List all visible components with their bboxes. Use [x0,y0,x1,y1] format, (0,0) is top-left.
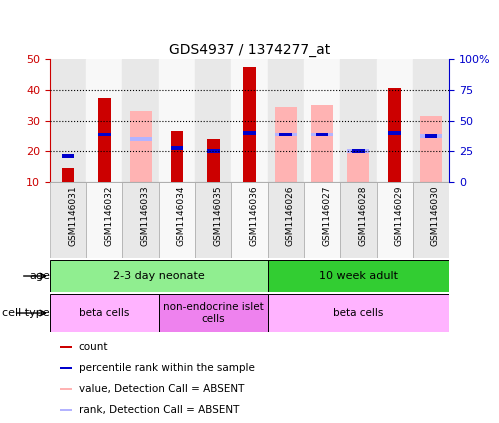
Bar [388,131,401,135]
Text: GSM1146032: GSM1146032 [104,186,113,246]
Bar [159,294,267,332]
Text: GSM1146026: GSM1146026 [286,186,295,246]
Bar [267,294,449,332]
Text: GSM1146036: GSM1146036 [250,186,258,246]
Text: rank, Detection Call = ABSENT: rank, Detection Call = ABSENT [78,405,239,415]
Bar [267,182,304,258]
Text: count: count [78,342,108,352]
Text: GSM1146034: GSM1146034 [177,186,186,246]
Bar [377,59,413,182]
Bar [195,182,232,258]
Bar [413,59,449,182]
Bar [62,168,74,182]
Text: GSM1146029: GSM1146029 [395,186,404,246]
Text: non-endocrine islet
cells: non-endocrine islet cells [163,302,263,324]
Bar [388,88,401,182]
Bar [207,149,220,153]
Bar [171,131,183,182]
Text: 10 week adult: 10 week adult [319,271,398,281]
Bar [171,146,183,150]
Bar [275,132,297,136]
Bar [60,409,72,411]
Bar [420,116,442,182]
Bar [50,59,86,182]
Bar [86,182,122,258]
Bar [340,59,377,182]
Text: beta cells: beta cells [79,308,130,318]
Text: GSM1146027: GSM1146027 [322,186,331,246]
Text: percentile rank within the sample: percentile rank within the sample [78,363,254,373]
Bar [195,59,232,182]
Bar [316,132,328,136]
Bar [425,134,437,138]
Text: age: age [29,271,50,281]
Text: cell type: cell type [2,308,50,318]
Bar [347,149,369,153]
Bar [377,182,413,258]
Bar [207,139,220,182]
Bar [159,182,195,258]
Bar [267,59,304,182]
Bar [60,346,72,348]
Bar [311,105,333,182]
Bar [304,59,340,182]
Bar [130,137,152,141]
Bar [304,182,340,258]
Bar [60,367,72,369]
Bar [340,182,377,258]
Bar [60,388,72,390]
Bar [98,98,111,182]
Bar [420,134,442,138]
Text: value, Detection Call = ABSENT: value, Detection Call = ABSENT [78,384,244,394]
Bar [232,59,267,182]
Text: GSM1146033: GSM1146033 [141,186,150,246]
Bar [122,182,159,258]
Bar [98,132,111,136]
Title: GDS4937 / 1374277_at: GDS4937 / 1374277_at [169,43,330,57]
Text: GSM1146031: GSM1146031 [68,186,77,246]
Bar [122,59,159,182]
Bar [243,131,256,135]
Bar [159,59,195,182]
Text: beta cells: beta cells [333,308,384,318]
Bar [413,182,449,258]
Text: GSM1146030: GSM1146030 [431,186,440,246]
Bar [352,149,365,153]
Bar [50,260,267,292]
Bar [50,182,86,258]
Bar [275,107,297,182]
Bar [279,132,292,136]
Bar [50,294,159,332]
Bar [232,182,267,258]
Bar [311,132,333,136]
Text: GSM1146028: GSM1146028 [358,186,367,246]
Bar [62,154,74,158]
Text: 2-3 day neonate: 2-3 day neonate [113,271,205,281]
Bar [243,67,256,182]
Bar [267,260,449,292]
Bar [347,153,369,182]
Text: GSM1146035: GSM1146035 [213,186,222,246]
Bar [130,111,152,182]
Bar [86,59,122,182]
